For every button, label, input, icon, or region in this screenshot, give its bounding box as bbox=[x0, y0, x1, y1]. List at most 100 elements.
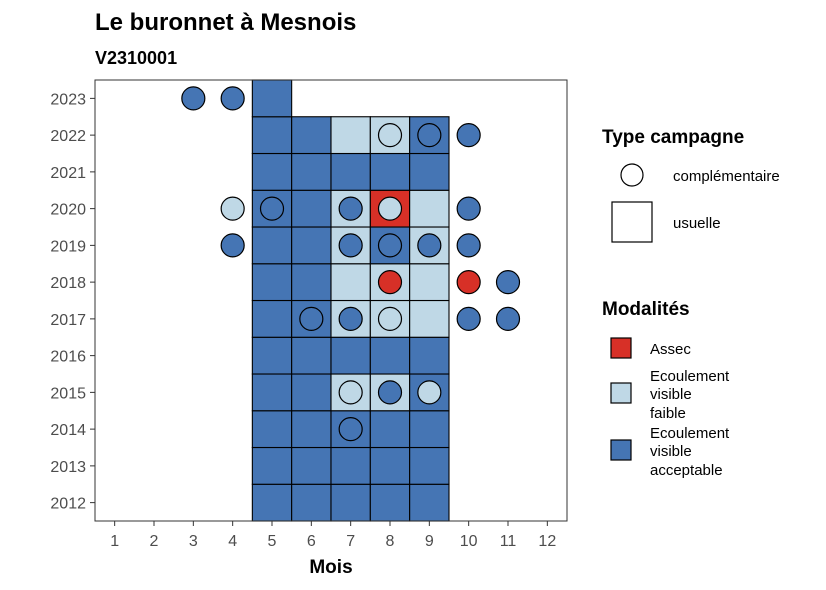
y-tick-label: 2012 bbox=[50, 496, 86, 513]
point-complementaire-2019-10 bbox=[456, 233, 481, 258]
tile-usuelle-2019-6 bbox=[291, 226, 332, 265]
x-tick-label: 12 bbox=[538, 533, 556, 550]
tile-usuelle-2013-7 bbox=[330, 446, 371, 485]
tile-usuelle-2022-6 bbox=[291, 116, 332, 155]
legend-key-A bbox=[610, 337, 632, 359]
x-axis-title: Mois bbox=[309, 557, 352, 578]
y-tick-label: 2016 bbox=[50, 349, 86, 366]
y-axis: 2012 2013 2014 2015 2016 2017 2018 2019 2020 2021… bbox=[50, 91, 95, 513]
tile-usuelle-2018-5 bbox=[251, 263, 293, 302]
tile-usuelle-2012-5 bbox=[251, 483, 293, 522]
legend-label: visible bbox=[650, 386, 692, 403]
tile-usuelle-2020-6 bbox=[291, 189, 332, 228]
y-tick-label: 2021 bbox=[50, 165, 86, 182]
tile-usuelle-2016-9 bbox=[409, 336, 450, 375]
point-complementaire-2017-8 bbox=[377, 306, 403, 331]
legend-label: visible bbox=[650, 443, 692, 460]
x-tick-label: 1 bbox=[110, 533, 119, 550]
point-complementaire-2019-4 bbox=[220, 233, 245, 258]
point-complementaire-2022-10 bbox=[456, 123, 481, 148]
legend-label: Assec bbox=[650, 341, 691, 358]
legend-key-F bbox=[610, 382, 632, 404]
point-complementaire-2017-7 bbox=[338, 306, 363, 331]
tile-usuelle-2022-7 bbox=[330, 116, 371, 155]
tile-usuelle-2012-7 bbox=[330, 483, 371, 522]
point-complementaire-2019-9 bbox=[417, 233, 442, 258]
tile-usuelle-2021-8 bbox=[369, 152, 411, 191]
legend-type-campagne: Type campagne complémentaire usuelle bbox=[602, 127, 780, 243]
point-complementaire-2020-10 bbox=[456, 196, 481, 221]
point-complementaire-2020-5 bbox=[259, 196, 285, 221]
point-complementaire-2018-11 bbox=[495, 270, 521, 295]
legend-title: Type campagne bbox=[602, 127, 744, 148]
tile-usuelle-2015-5 bbox=[251, 373, 293, 412]
point-complementaire-2019-7 bbox=[338, 233, 363, 258]
tile-usuelle-2012-9 bbox=[409, 483, 450, 522]
legend-label: complémentaire bbox=[673, 168, 780, 185]
point-complementaire-2017-10 bbox=[456, 306, 481, 331]
tile-usuelle-2021-6 bbox=[291, 152, 332, 191]
tile-usuelle-2016-7 bbox=[330, 336, 371, 375]
y-tick-label: 2022 bbox=[50, 128, 86, 145]
tile-usuelle-2012-6 bbox=[291, 483, 332, 522]
y-tick-label: 2020 bbox=[50, 202, 86, 219]
point-complementaire-2015-8 bbox=[377, 380, 403, 405]
tile-usuelle-2017-9 bbox=[409, 299, 450, 338]
x-tick-label: 7 bbox=[346, 533, 355, 550]
point-complementaire-2022-8 bbox=[377, 123, 403, 148]
y-tick-label: 2018 bbox=[50, 275, 86, 292]
tile-usuelle-2016-6 bbox=[291, 336, 332, 375]
tile-usuelle-2022-5 bbox=[251, 116, 293, 155]
tile-usuelle-2012-8 bbox=[369, 483, 411, 522]
y-tick-label: 2013 bbox=[50, 459, 86, 476]
point-complementaire-2019-8 bbox=[377, 233, 403, 258]
tile-usuelle-2013-8 bbox=[369, 446, 411, 485]
legend-label: Ecoulement bbox=[650, 425, 730, 442]
point-complementaire-2017-6 bbox=[299, 306, 324, 331]
plot-panel bbox=[94, 79, 568, 522]
chart-subtitle: V2310001 bbox=[95, 48, 177, 68]
tile-usuelle-2017-5 bbox=[251, 299, 293, 338]
y-tick-label: 2023 bbox=[50, 91, 86, 108]
legend-key-square bbox=[611, 201, 653, 243]
x-tick-label: 5 bbox=[268, 533, 277, 550]
point-complementaire-2017-11 bbox=[495, 306, 521, 331]
point-complementaire-2018-8 bbox=[377, 270, 403, 295]
point-complementaire-2014-7 bbox=[338, 417, 363, 442]
y-tick-label: 2015 bbox=[50, 385, 86, 402]
tile-usuelle-2019-5 bbox=[251, 226, 293, 265]
point-complementaire-2023-3 bbox=[181, 86, 206, 111]
point-complementaire-2018-10 bbox=[456, 270, 481, 295]
tile-usuelle-2018-7 bbox=[330, 263, 371, 302]
tile-usuelle-2021-5 bbox=[251, 152, 293, 191]
point-complementaire-2020-4 bbox=[220, 196, 245, 221]
tile-usuelle-2021-9 bbox=[409, 152, 450, 191]
point-complementaire-2020-8 bbox=[377, 196, 403, 221]
legend-modalites: ModalitésAssecEcoulementvisiblefaibleEco… bbox=[602, 299, 730, 479]
legend-title: Modalités bbox=[602, 299, 690, 320]
legend-label: Ecoulement bbox=[650, 368, 730, 385]
x-tick-label: 9 bbox=[425, 533, 434, 550]
tile-usuelle-2013-9 bbox=[409, 446, 450, 485]
tile-usuelle-2020-9 bbox=[409, 189, 450, 228]
tile-usuelle-2014-8 bbox=[369, 410, 411, 449]
legend-key-circle bbox=[620, 163, 644, 187]
tile-usuelle-2013-5 bbox=[251, 446, 293, 485]
point-complementaire-2015-9 bbox=[417, 380, 442, 405]
point-complementaire-2023-4 bbox=[220, 86, 245, 111]
point-complementaire-2015-7 bbox=[338, 380, 363, 405]
tile-usuelle-2018-6 bbox=[291, 263, 332, 302]
x-tick-label: 4 bbox=[228, 533, 237, 550]
x-tick-label: 10 bbox=[460, 533, 478, 550]
y-tick-label: 2014 bbox=[50, 422, 86, 439]
legend-label: faible bbox=[650, 405, 686, 422]
panel-border bbox=[94, 79, 568, 522]
tile-usuelle-2018-9 bbox=[409, 263, 450, 302]
tile-usuelle-2014-9 bbox=[409, 410, 450, 449]
tile-usuelle-2013-6 bbox=[291, 446, 332, 485]
chart-title: Le buronnet à Mesnois bbox=[95, 9, 356, 36]
x-axis: 1 2 3 4 5 6 7 8 9 10 11 12 bbox=[110, 521, 556, 550]
point-complementaire-2022-9 bbox=[417, 123, 442, 148]
tile-usuelle-2016-5 bbox=[251, 336, 293, 375]
